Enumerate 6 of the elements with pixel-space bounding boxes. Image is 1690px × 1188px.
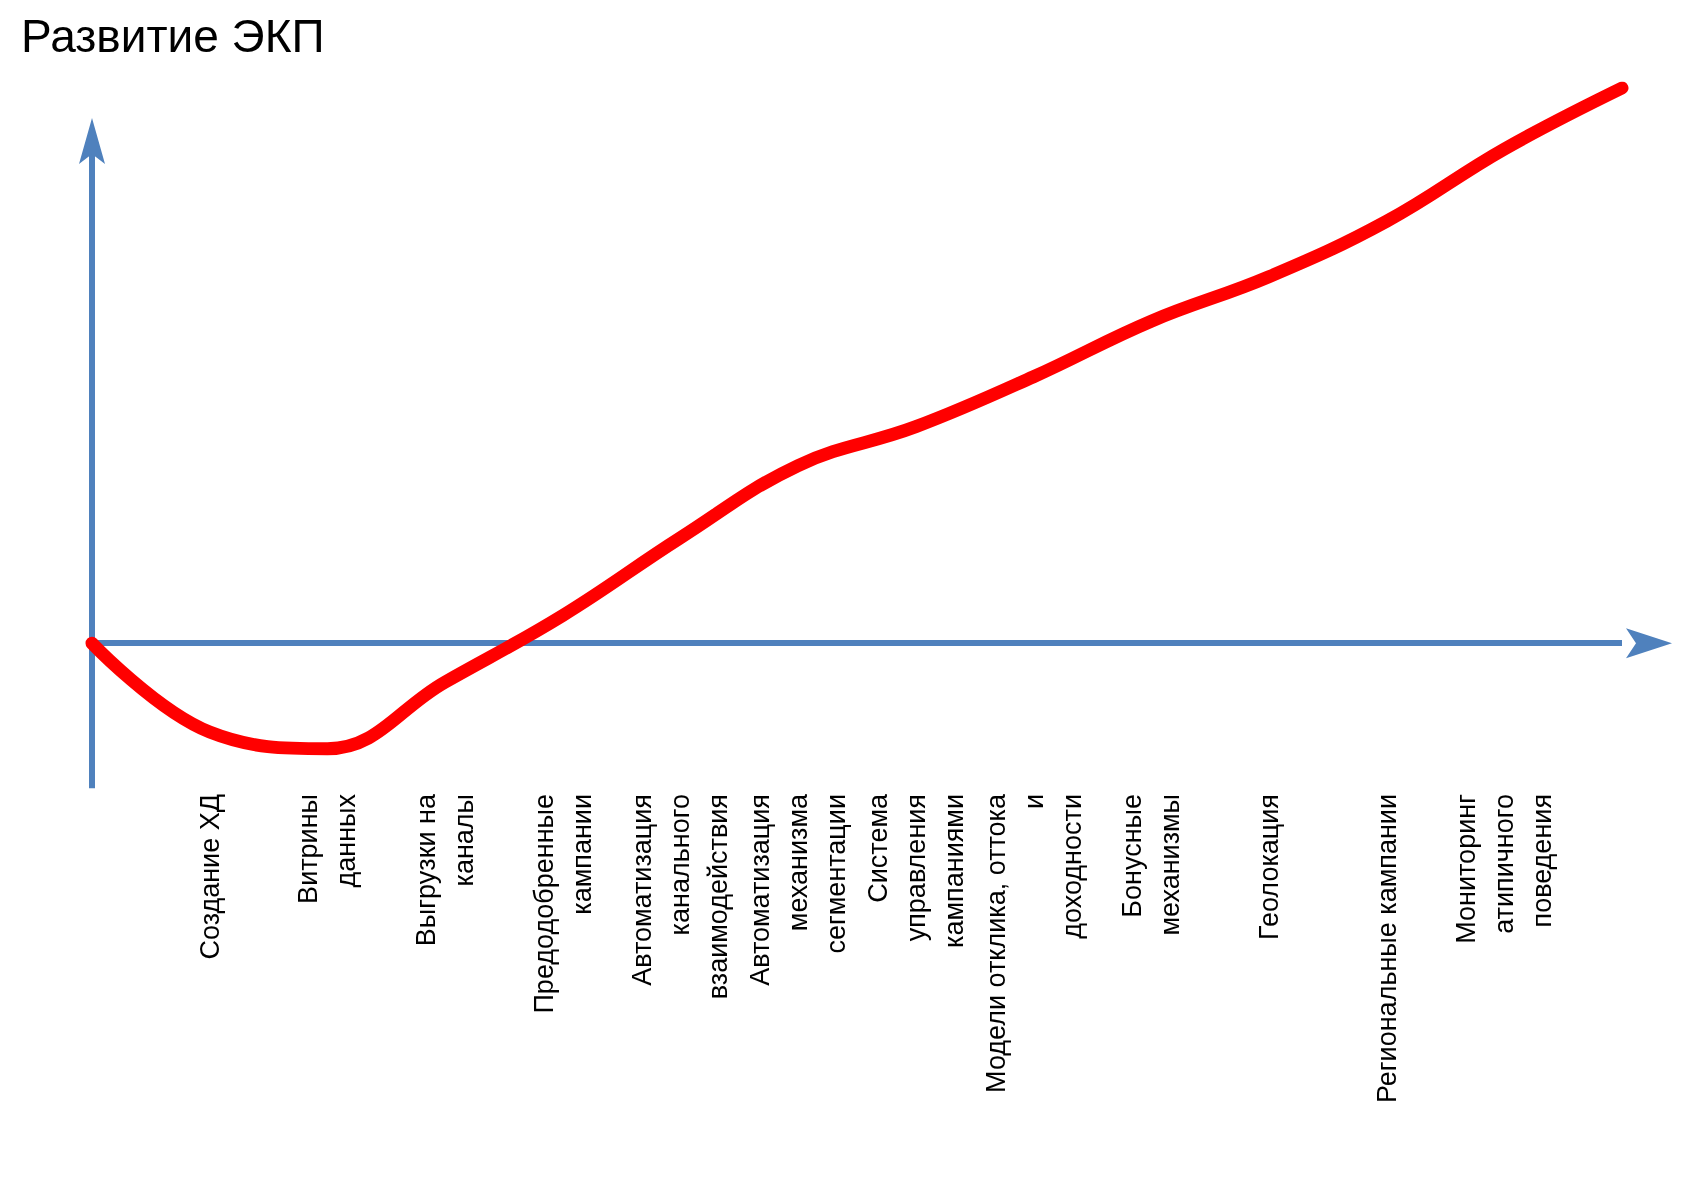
x-tick-label: Мониторинг атипичного поведения	[1451, 793, 1558, 944]
x-tick-label: Создание ХД	[194, 794, 225, 960]
x-tick-label: Витрины данных	[293, 793, 362, 904]
chart-title: Развитие ЭКП	[21, 10, 325, 62]
x-tick-label: Геолокация	[1253, 794, 1284, 940]
x-tick-label: Региональные кампании	[1371, 794, 1402, 1104]
